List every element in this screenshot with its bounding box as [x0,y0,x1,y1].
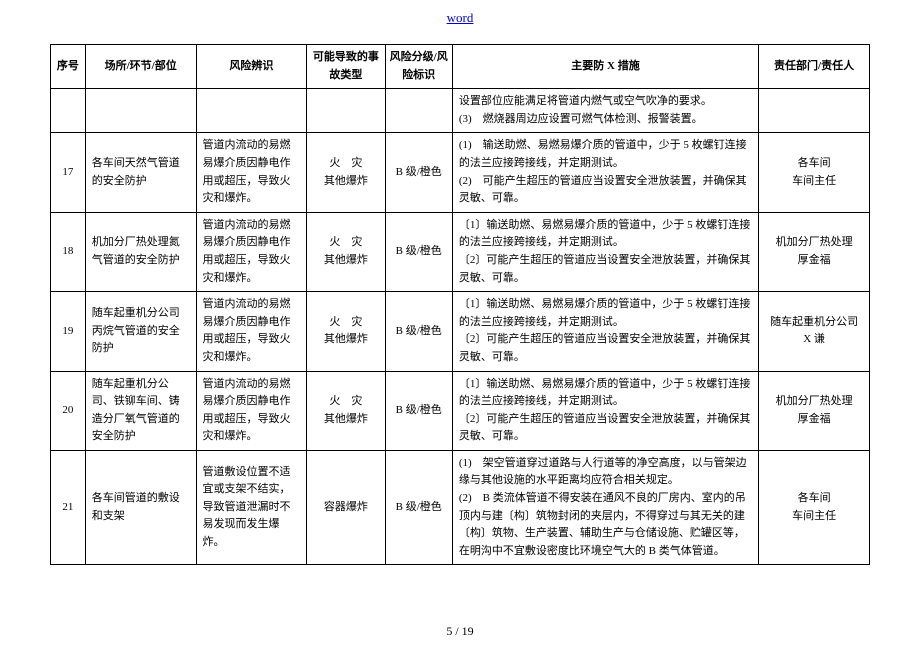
cell-measure: (1) 架空管道穿过道路与人行道等的净空高度，以与管架边缘与其他设施的水平距离均… [452,450,758,565]
cell-acc: 火 灾其他爆炸 [307,133,385,212]
cell-acc: 火 灾其他爆炸 [307,212,385,291]
cell-risk: 管道内流动的易燃易爆介质因静电作用或超压，导致火灾和爆炸。 [196,133,307,212]
cell-loc: 各车间天然气管道的安全防护 [85,133,196,212]
col-seq: 序号 [51,45,86,89]
table-row: 设置部位应能满足将管道内燃气或空气吹净的要求。(3) 燃烧器周边应设置可燃气体检… [51,89,870,133]
table-row: 21各车间管道的敷设和支架管道敷设位置不适宜或支架不结实，导致管道泄漏时不易发现… [51,450,870,565]
cell-acc: 火 灾其他爆炸 [307,371,385,450]
cell-risk: 管道敷设位置不适宜或支架不结实，导致管道泄漏时不易发现而发生爆炸。 [196,450,307,565]
col-loc: 场所/环节/部位 [85,45,196,89]
cell-measure: 〔1〕输送助燃、易燃易爆介质的管道中，少于 5 枚螺钉连接的法兰应接跨接线，并定… [452,212,758,291]
col-level: 风险分级/风险标识 [385,45,452,89]
cell-seq: 19 [51,292,86,371]
cell-loc: 随车起重机分公司丙烷气管道的安全防护 [85,292,196,371]
col-acc: 可能导致的事故类型 [307,45,385,89]
cell-acc [307,89,385,133]
cell-measure: (1) 输送助燃、易燃易爆介质的管道中，少于 5 枚螺钉连接的法兰应接跨接线，并… [452,133,758,212]
cell-acc: 火 灾其他爆炸 [307,292,385,371]
cell-level: B 级/橙色 [385,371,452,450]
cell-seq: 20 [51,371,86,450]
cell-loc: 各车间管道的敷设和支架 [85,450,196,565]
cell-resp: 机加分厂热处理厚金福 [759,371,870,450]
cell-acc: 容器爆炸 [307,450,385,565]
cell-loc: 机加分厂热处理氮气管道的安全防护 [85,212,196,291]
page-footer: 5 / 19 [0,624,920,639]
cell-level: B 级/橙色 [385,450,452,565]
cell-risk [196,89,307,133]
table-row: 19随车起重机分公司丙烷气管道的安全防护管道内流动的易燃易爆介质因静电作用或超压… [51,292,870,371]
cell-level: B 级/橙色 [385,292,452,371]
header-link[interactable]: word [50,10,870,26]
cell-risk: 管道内流动的易燃易爆介质因静电作用或超压，导致火灾和爆炸。 [196,212,307,291]
table-row: 18机加分厂热处理氮气管道的安全防护管道内流动的易燃易爆介质因静电作用或超压，导… [51,212,870,291]
cell-seq: 21 [51,450,86,565]
cell-measure: 〔1〕输送助燃、易燃易爆介质的管道中，少于 5 枚螺钉连接的法兰应接跨接线，并定… [452,371,758,450]
cell-level [385,89,452,133]
col-risk: 风险辨识 [196,45,307,89]
header-link-text: word [447,10,474,25]
cell-resp: 机加分厂热处理厚金福 [759,212,870,291]
col-resp: 责任部门/责任人 [759,45,870,89]
cell-resp: 随车起重机分公司X 谦 [759,292,870,371]
table-header-row: 序号 场所/环节/部位 风险辨识 可能导致的事故类型 风险分级/风险标识 主要防… [51,45,870,89]
cell-loc: 随车起重机分公司、铁铆车间、铸造分厂氧气管道的安全防护 [85,371,196,450]
cell-seq [51,89,86,133]
cell-measure: 〔1〕输送助燃、易燃易爆介质的管道中，少于 5 枚螺钉连接的法兰应接跨接线，并定… [452,292,758,371]
cell-seq: 17 [51,133,86,212]
cell-resp: 各车间车间主任 [759,450,870,565]
cell-level: B 级/橙色 [385,133,452,212]
cell-resp: 各车间车间主任 [759,133,870,212]
cell-resp [759,89,870,133]
cell-measure: 设置部位应能满足将管道内燃气或空气吹净的要求。(3) 燃烧器周边应设置可燃气体检… [452,89,758,133]
cell-level: B 级/橙色 [385,212,452,291]
risk-table: 序号 场所/环节/部位 风险辨识 可能导致的事故类型 风险分级/风险标识 主要防… [50,44,870,565]
table-row: 20随车起重机分公司、铁铆车间、铸造分厂氧气管道的安全防护管道内流动的易燃易爆介… [51,371,870,450]
table-row: 17各车间天然气管道的安全防护管道内流动的易燃易爆介质因静电作用或超压，导致火灾… [51,133,870,212]
cell-risk: 管道内流动的易燃易爆介质因静电作用或超压，导致火灾和爆炸。 [196,292,307,371]
col-measure: 主要防 X 措施 [452,45,758,89]
page-number: 5 / 19 [446,624,473,638]
cell-seq: 18 [51,212,86,291]
cell-risk: 管道内流动的易燃易爆介质因静电作用或超压，导致火灾和爆炸。 [196,371,307,450]
cell-loc [85,89,196,133]
